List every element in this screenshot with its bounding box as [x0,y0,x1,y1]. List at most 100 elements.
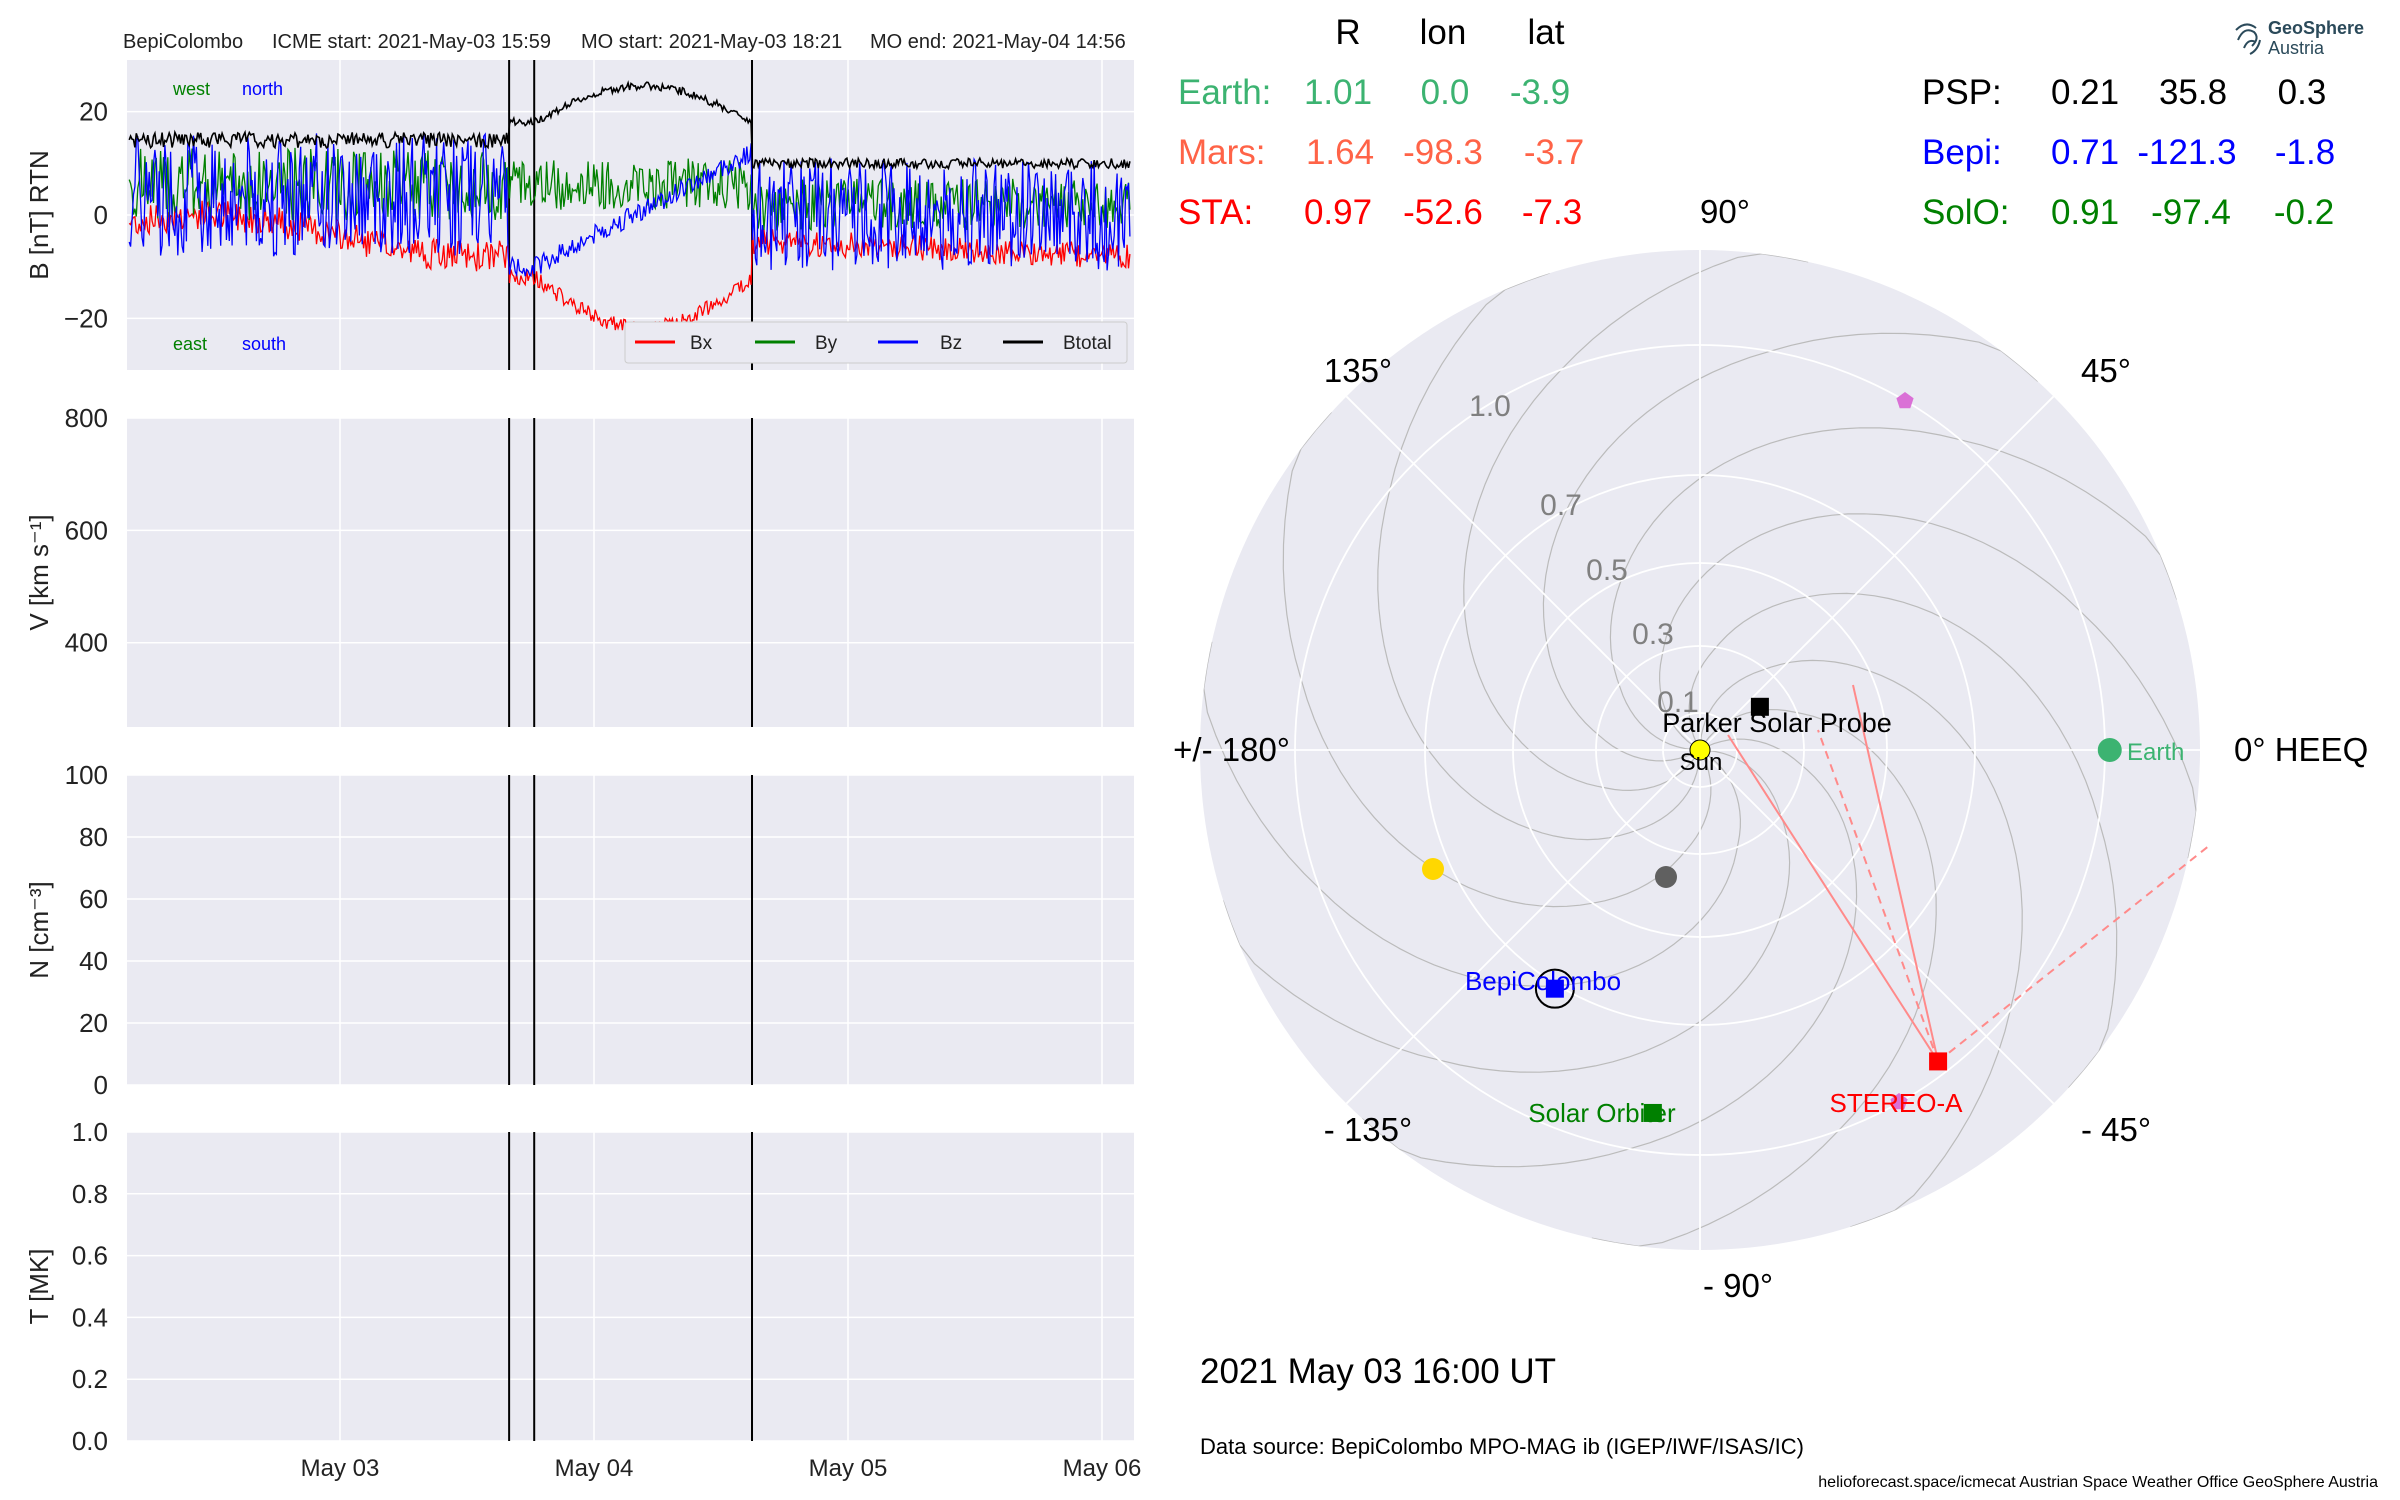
mars-lat: -3.7 [1524,133,1584,172]
legend-bx: Bx [690,333,713,354]
juno-marker [1896,392,1914,409]
sta-fov-line [1817,729,1940,1062]
psp-marker [1750,697,1769,716]
polar-spoke [1699,395,2055,751]
angle-label-m90: - 90° [1703,1267,1773,1304]
mercury-marker [1655,866,1677,888]
y-tick-label: 800 [65,403,108,433]
b-legend: Bx By Bz Btotal [624,321,1128,364]
polar-spoke [1699,749,2055,1105]
angle-label-180: +/- 180° [1173,731,1290,768]
polar-body-labels: Sun Earth Parker Solar Probe BepiColombo… [1465,708,2184,1128]
panel-bg [127,775,1134,1085]
legend-by: By [815,333,838,354]
east-label: east [173,334,207,354]
y-tick-label: 40 [79,946,108,976]
angle-label-135: 135° [1324,352,1392,389]
polar-radial-labels: 0.1 0.3 0.5 0.7 1.0 [1469,390,1699,719]
parker-spiral [1688,592,2118,1089]
bepi-marker [1545,979,1564,998]
bepi-highlight-ring [1534,968,1575,1009]
panel-2: 800 600 400 V [km s⁻¹] [24,403,1134,727]
psp-label: Parker Solar Probe [1662,708,1892,738]
mars-name: Mars: [1178,133,1266,172]
parker-spiral [1609,427,2178,751]
y-tick-label: 20 [79,97,108,127]
bepi-r: 0.71 [2051,133,2119,172]
y-tick-label: 400 [65,628,108,658]
sun-label: Sun [1680,749,1723,776]
r-label-0.7: 0.7 [1540,489,1582,522]
parker-spiral [1658,513,2197,859]
y-tick-label: 100 [65,760,108,790]
polar-spoke [1345,749,1701,1105]
mars-marker [1890,1093,1908,1110]
sta-fov-line [1937,844,2211,1063]
psp-lat: 0.3 [2278,73,2327,112]
panel-bg [127,1132,1134,1441]
mars-r: 1.64 [1306,133,1374,172]
earth-marker [2097,738,2122,762]
polar-plot [1200,250,2211,1250]
parker-spiral [1463,253,1809,792]
parker-spiral [1377,272,1701,841]
series-by [128,147,1131,232]
icme-start-label: ICME start: 2021-May-03 15:59 [272,31,551,53]
psp-name: PSP: [1922,73,2002,112]
parker-spiral [1282,411,1712,908]
y-tick-label: 0.0 [72,1426,108,1456]
header-lon: lon [1420,13,1467,52]
psp-r: 0.21 [2051,73,2119,112]
legend-btotal: Btotal [1063,333,1112,354]
y-axis-label: T [MK] [24,1248,54,1324]
r-label-0.5: 0.5 [1586,554,1628,587]
y-tick-label: 20 [79,1008,108,1038]
series-btotal [128,80,1131,172]
row-bepi: Bepi: 0.71 -121.3 -1.8 [1922,133,2335,172]
sta-r: 0.97 [1304,193,1372,232]
venus-marker [1422,858,1444,880]
row-sta: STA: 0.97 -52.6 -7.3 [1178,193,1582,232]
position-table: R lon lat Earth: 1.01 0.0 -3.9 Mars: 1.6… [1178,13,2335,232]
row-psp: PSP: 0.21 35.8 0.3 [1922,73,2326,112]
y-tick-label: 0.2 [72,1364,108,1394]
mars-lon: -98.3 [1403,133,1483,172]
panel-3: 100 80 60 40 20 0 N [cm⁻³] [24,760,1134,1100]
angle-label-0: 0° HEEQ [2234,731,2368,768]
mo-start-label: MO start: 2021-May-03 18:21 [581,31,842,53]
parker-spiral [1203,641,1742,987]
y-tick-label: 600 [65,515,108,545]
sta-fov-line [1852,684,1940,1062]
logo-line1: GeoSphere [2268,18,2364,38]
solo-marker [1643,1103,1662,1122]
y-tick-label: 80 [79,822,108,852]
logo-line2: Austria [2268,38,2325,58]
y-tick-label: −20 [64,303,108,333]
row-mars: Mars: 1.64 -98.3 -3.7 [1178,133,1584,172]
credits: helioforecast.space/icmecat Austrian Spa… [1818,1474,2378,1491]
panel-bg [127,418,1134,727]
earth-name: Earth: [1178,73,1271,112]
polar-angle-labels: 90° 45° 0° HEEQ - 45° - 90° - 135° +/- 1… [1173,193,2368,1304]
angle-label-45: 45° [2081,352,2131,389]
bepi-name: Bepi: [1922,133,2002,172]
sta-lat: -7.3 [1522,193,1582,232]
x-tick-label: May 04 [555,1455,634,1482]
logo-swirl-icon [2235,23,2261,55]
x-tick-label: May 06 [1063,1455,1142,1482]
south-label: south [242,334,286,354]
y-tick-label: 60 [79,884,108,914]
parker-spiral [1542,332,2039,762]
data-source: Data source: BepiColombo MPO-MAG ib (IGE… [1200,1434,1804,1459]
polar-spoke [1345,395,1701,751]
header-lat: lat [1528,13,1565,52]
y-axis-label: N [cm⁻³] [24,881,54,979]
solo-r: 0.91 [2051,193,2119,232]
y-axis-label: V [km s⁻¹] [24,514,54,630]
solo-lon: -97.4 [2151,193,2231,232]
bepi-lon: -121.3 [2137,133,2236,172]
sta-marker [1929,1052,1948,1071]
sta-label: STEREO-A [1830,1088,1964,1118]
y-tick-label: 0 [94,200,108,230]
